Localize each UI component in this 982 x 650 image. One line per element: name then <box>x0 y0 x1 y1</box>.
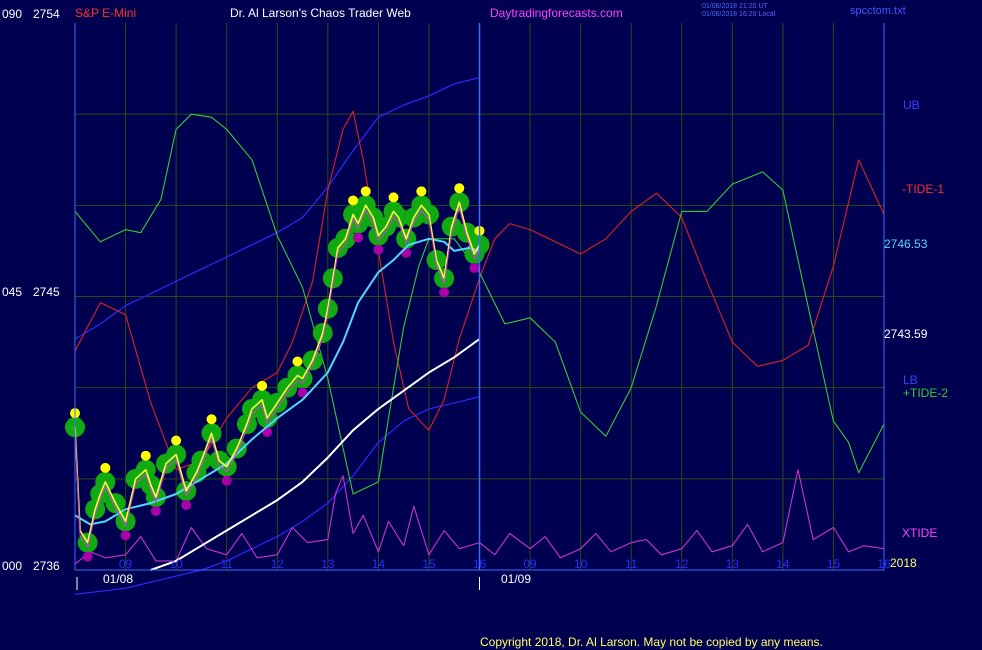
frame-lines <box>74 23 885 590</box>
magenta-dot <box>297 387 308 398</box>
ma-slow-line <box>150 338 481 571</box>
price-line <box>74 201 481 544</box>
tide1-line <box>74 110 885 471</box>
magenta-dot <box>221 475 232 486</box>
magenta-dot <box>181 499 192 510</box>
magenta-dot <box>469 262 480 273</box>
lb-label: LB <box>903 373 918 387</box>
symbol-label: S&P E-Mini <box>75 6 136 20</box>
timestamp-ut: 01/08/2018 21:20 UT <box>702 3 768 10</box>
magenta-dot <box>401 247 412 258</box>
y-axis-label-top: 2754 <box>33 7 60 21</box>
magenta-dot <box>150 506 161 517</box>
yellow-dot <box>292 356 303 367</box>
tide2-label: +TIDE-2 <box>903 386 948 400</box>
x-tick-label: 14 <box>372 557 386 571</box>
yellow-dot <box>416 186 427 197</box>
magenta-dot <box>373 244 384 255</box>
x-tick-label: 11 <box>220 557 233 571</box>
yellow-dot <box>100 462 111 473</box>
date-label-1: 01/08 <box>103 572 133 586</box>
ma-slow-label: 2743.59 <box>884 327 928 341</box>
file-label: spcctom.txt <box>850 5 906 17</box>
magenta-dot <box>82 551 93 562</box>
moving-average-lines <box>150 338 481 571</box>
y-axis-label-mid: 2745 <box>33 285 60 299</box>
yellow-dot <box>388 192 399 203</box>
yellow-dot <box>348 195 359 206</box>
yellow-dot <box>171 435 182 446</box>
site-label: Daytradingforecasts.com <box>490 6 623 20</box>
xtide-label: XTIDE <box>902 526 937 540</box>
ma-fast-line <box>74 237 480 526</box>
x-tick-label: 09 <box>523 557 537 571</box>
magenta-dot <box>439 287 450 298</box>
x-tick-label: 10 <box>169 557 183 571</box>
yellow-dot <box>454 183 465 194</box>
x-tick-label: 15 <box>827 557 841 571</box>
x-tick-label: 13 <box>321 557 335 571</box>
y-axis-prefix-top: 090 <box>2 7 22 21</box>
ma-fast-label: 2746.53 <box>884 237 928 251</box>
x-tick-label: 11 <box>625 557 638 571</box>
x-tick-label: 13 <box>726 557 740 571</box>
channel-lines <box>74 77 480 595</box>
y-axis-prefix-bottom: 000 <box>2 559 22 573</box>
date-label-2: 01/09 <box>501 572 531 586</box>
x-tick-label: 10 <box>574 557 588 571</box>
yellow-dot <box>257 380 268 391</box>
x-tick-label: 12 <box>271 557 285 571</box>
price-shadow-line <box>74 206 480 549</box>
xtide-line <box>74 469 885 565</box>
channel-line <box>74 396 480 595</box>
x-axis-ticks: 09 10 11 12 13 14 15 16 09 10 11 12 13 14 15 16 <box>119 557 891 571</box>
x-tick-label: 09 <box>119 557 133 571</box>
x-tick-label: 16 <box>877 557 891 571</box>
x-tick-label: 15 <box>422 557 436 571</box>
yellow-dot <box>206 414 217 425</box>
magenta-dot <box>353 232 364 243</box>
x-tick-label: 14 <box>776 557 790 571</box>
chart-title: Dr. Al Larson's Chaos Trader Web <box>230 6 411 20</box>
copyright-footer: Copyright 2018, Dr. Al Larson. May not b… <box>480 635 823 649</box>
x-tick-label: 16 <box>473 557 487 571</box>
ub-label: UB <box>903 98 920 112</box>
timestamp-local: 01/08/2018 16:20 Local <box>702 11 776 18</box>
y-axis-label-bottom: 2736 <box>33 559 60 573</box>
x-tick-label: 12 <box>675 557 689 571</box>
price-lines <box>65 183 490 562</box>
year-label: 2018 <box>890 556 917 570</box>
y-axis-prefix-mid: 045 <box>2 285 22 299</box>
yellow-dot <box>140 450 151 461</box>
tide1-label: -TIDE-1 <box>902 182 944 196</box>
yellow-dot <box>360 186 371 197</box>
magenta-dot <box>120 530 131 541</box>
channel-line <box>74 77 480 340</box>
